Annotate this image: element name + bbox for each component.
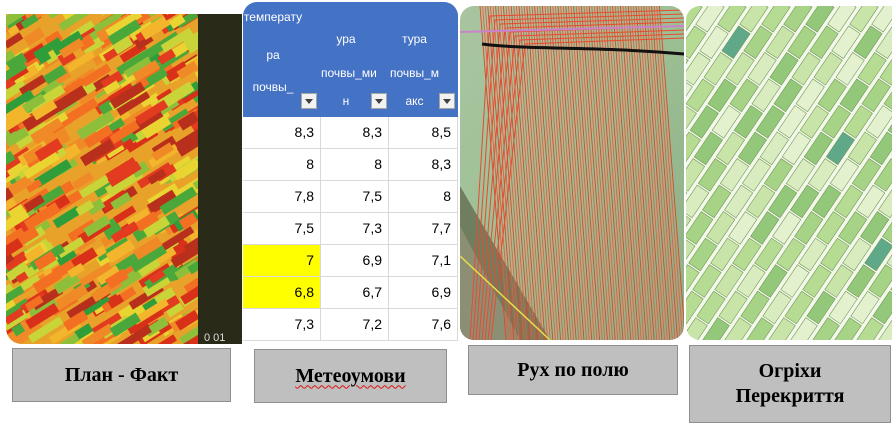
- table-cell[interactable]: 7,5: [243, 213, 321, 244]
- table-cell[interactable]: 8: [321, 149, 389, 180]
- overlap-gaps-map: [686, 6, 892, 340]
- table-cell[interactable]: 8: [243, 149, 321, 180]
- table-cell[interactable]: 7: [243, 245, 321, 276]
- table-row: 7 6,9 7,1: [243, 245, 458, 277]
- header-line: акс: [405, 94, 424, 108]
- column-header-2: ура почвы_ми н: [321, 2, 389, 117]
- table-row: 7,3 7,2 7,6: [243, 309, 458, 341]
- header-line: ра: [266, 48, 280, 62]
- overlap-stripes-image: [686, 6, 892, 340]
- header-line: почвы_м: [389, 66, 440, 80]
- field-tracks-image: [460, 6, 684, 340]
- caption-label-line-2: Перекриття: [735, 385, 845, 407]
- header-line: температу: [243, 10, 303, 24]
- table-cell[interactable]: 7,6: [389, 309, 458, 340]
- filter-dropdown-button[interactable]: [439, 93, 455, 109]
- table-cell[interactable]: 7,5: [321, 181, 389, 212]
- table-cell[interactable]: 7,7: [389, 213, 458, 244]
- header-line: почвы_ми: [321, 66, 377, 80]
- table-cell[interactable]: 6,8: [243, 277, 321, 308]
- table-cell[interactable]: 7,2: [321, 309, 389, 340]
- table-cell[interactable]: 7,1: [389, 245, 458, 276]
- plan-fact-heatmap: [6, 14, 242, 344]
- caption-weather: Метеоумови: [254, 349, 447, 403]
- column-header-3: тура почвы_м акс: [389, 2, 458, 117]
- table-cell[interactable]: 8: [389, 181, 458, 212]
- table-cell[interactable]: 7,3: [321, 213, 389, 244]
- caption-label-line-1: Огріхи: [758, 360, 822, 382]
- header-line: тура: [402, 32, 427, 46]
- table-cell[interactable]: 8,5: [389, 117, 458, 148]
- table-cell[interactable]: 6,7: [321, 277, 389, 308]
- table-row: 7,8 7,5 8: [243, 181, 458, 213]
- column-header-1: температу ра почвы_: [243, 2, 321, 117]
- caption-label: Метеоумови: [295, 364, 406, 387]
- table-cell[interactable]: 8,3: [389, 149, 458, 180]
- table-header: температу ра почвы_ ура почвы_ми н тура …: [243, 2, 458, 117]
- table-row: 8 8 8,3: [243, 149, 458, 181]
- header-line: н: [342, 94, 350, 108]
- header-line: почвы_: [252, 80, 294, 94]
- table-row: 8,3 8,3 8,5: [243, 117, 458, 149]
- caption-overlaps: Огріхи Перекриття: [689, 345, 891, 423]
- plan-fact-map: 0 01: [6, 14, 242, 344]
- table-cell[interactable]: 8,3: [321, 117, 389, 148]
- caption-label: Рух по полю: [517, 358, 629, 381]
- field-movement-map: [460, 6, 684, 340]
- table-cell[interactable]: 7,3: [243, 309, 321, 340]
- filter-dropdown-button[interactable]: [371, 93, 387, 109]
- caption-label: План - Факт: [64, 363, 179, 386]
- caption-field-movement: Рух по полю: [468, 345, 678, 395]
- map-scale-label: 0 01: [204, 332, 226, 344]
- table-cell[interactable]: 8,3: [243, 117, 321, 148]
- filter-dropdown-button[interactable]: [301, 93, 317, 109]
- table-row: 6,8 6,7 6,9: [243, 277, 458, 309]
- caption-plan-fact: План - Факт: [12, 348, 231, 402]
- weather-table: температу ра почвы_ ура почвы_ми н тура …: [243, 2, 458, 344]
- table-cell[interactable]: 6,9: [389, 277, 458, 308]
- table-cell[interactable]: 6,9: [321, 245, 389, 276]
- header-line: ура: [336, 32, 356, 46]
- table-cell[interactable]: 7,8: [243, 181, 321, 212]
- table-row: 7,5 7,3 7,7: [243, 213, 458, 245]
